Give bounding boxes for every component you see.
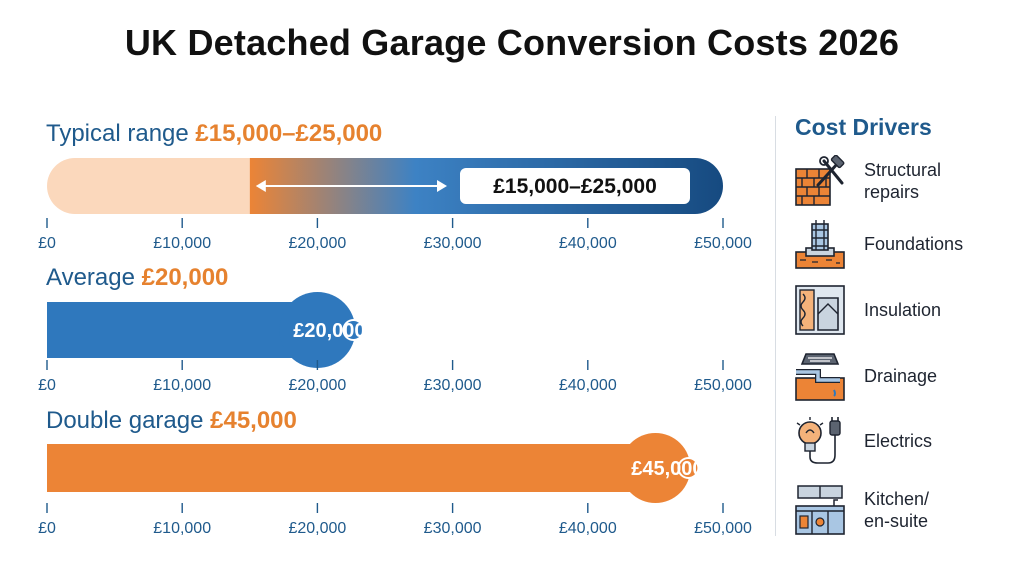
panel-1-tick-label: £40,000	[559, 377, 617, 394]
vertical-divider	[775, 116, 776, 536]
panel-2-tick-label: £50,000	[694, 520, 752, 537]
driver-label: Foundations	[864, 234, 964, 254]
value-bar-end-badge	[279, 292, 356, 368]
driver-label: Electrics	[864, 431, 933, 451]
range-data-label-box	[460, 168, 690, 204]
lightbulb-plug-icon	[796, 417, 841, 464]
panel-0-tick-label: £10,000	[153, 235, 211, 252]
panel-0-tick-label: £0	[38, 235, 56, 252]
driver-label: Insulation	[864, 300, 942, 320]
value-bar-end-badge	[620, 433, 691, 503]
panel-1-tick-label: £20,000	[288, 377, 346, 394]
panel-title-double-garage: Double garage £45,000	[46, 407, 297, 435]
panel-1-tick-label: £50,000	[694, 377, 752, 394]
value-badge-notch-inner	[679, 459, 698, 477]
panel-0-tick-label: £50,000	[694, 235, 752, 252]
panel-title-value: £45,000	[210, 407, 297, 434]
panel-2-tick-label: £30,000	[424, 520, 482, 537]
value-data-label: £20,000	[293, 320, 365, 342]
panel-2-tick-label: £0	[38, 520, 56, 537]
foundation-icon	[795, 220, 845, 269]
panel-title-average: Average £20,000	[46, 264, 228, 292]
panel-title-label: Double garage	[46, 407, 204, 434]
driver-drainage: Drainage	[794, 348, 1014, 404]
value-data-label: £45,000	[631, 458, 703, 480]
panel-title-label: Typical range	[46, 120, 189, 147]
range-bar-background	[47, 158, 250, 214]
panel-0-tick-label: £20,000	[288, 235, 346, 252]
panel-0-tick-label: £30,000	[424, 235, 482, 252]
panel-1-tick-label: £10,000	[153, 377, 211, 394]
panel-2-tick-label: £10,000	[153, 520, 211, 537]
driver-label: Drainage	[864, 366, 938, 386]
kitchen-icon	[795, 485, 845, 535]
cost-drivers-title: Cost Drivers	[795, 114, 932, 140]
driver-electrics: Electrics	[794, 413, 1014, 469]
brick-wall-tools-icon	[795, 155, 845, 206]
panel-2-tick-label: £40,000	[559, 520, 617, 537]
panel-1-tick-label: £30,000	[424, 377, 482, 394]
drainage-icon	[795, 353, 845, 401]
insulation-icon	[795, 285, 845, 335]
panel-2-tick-label: £20,000	[288, 520, 346, 537]
value-bar	[47, 444, 656, 492]
driver-label: Kitchen/ en-suite	[864, 489, 930, 531]
range-arrow-right-head	[437, 180, 447, 192]
value-bar	[47, 302, 318, 358]
chart-title: UK Detached Garage Conversion Costs 2026	[124, 22, 900, 63]
range-data-label: £15,000–£25,000	[493, 175, 657, 198]
panel-title-value: £15,000–£25,000	[195, 120, 383, 147]
panel-title-value: £20,000	[141, 264, 229, 291]
bar-charts: £15,000–£25,000 £0 £10,000 £20,000 £30,000 £4…	[38, 158, 752, 537]
value-badge-notch-inner	[344, 321, 363, 339]
panel-0-tick-label: £40,000	[559, 235, 617, 252]
driver-insulation: Insulation	[794, 282, 1014, 338]
driver-structural-repairs: Structural repairs	[794, 153, 1014, 209]
panel-title-typical-range: Typical range £15,000–£25,000	[46, 120, 382, 148]
driver-label: Structural repairs	[864, 160, 942, 202]
range-arrow-left-head	[255, 180, 266, 192]
driver-foundations: Foundations	[794, 216, 1014, 272]
driver-kitchen-en-suite: Kitchen/ en-suite	[794, 482, 1014, 538]
panel-1-tick-label: £0	[38, 377, 56, 394]
panel-title-label: Average	[46, 264, 135, 291]
